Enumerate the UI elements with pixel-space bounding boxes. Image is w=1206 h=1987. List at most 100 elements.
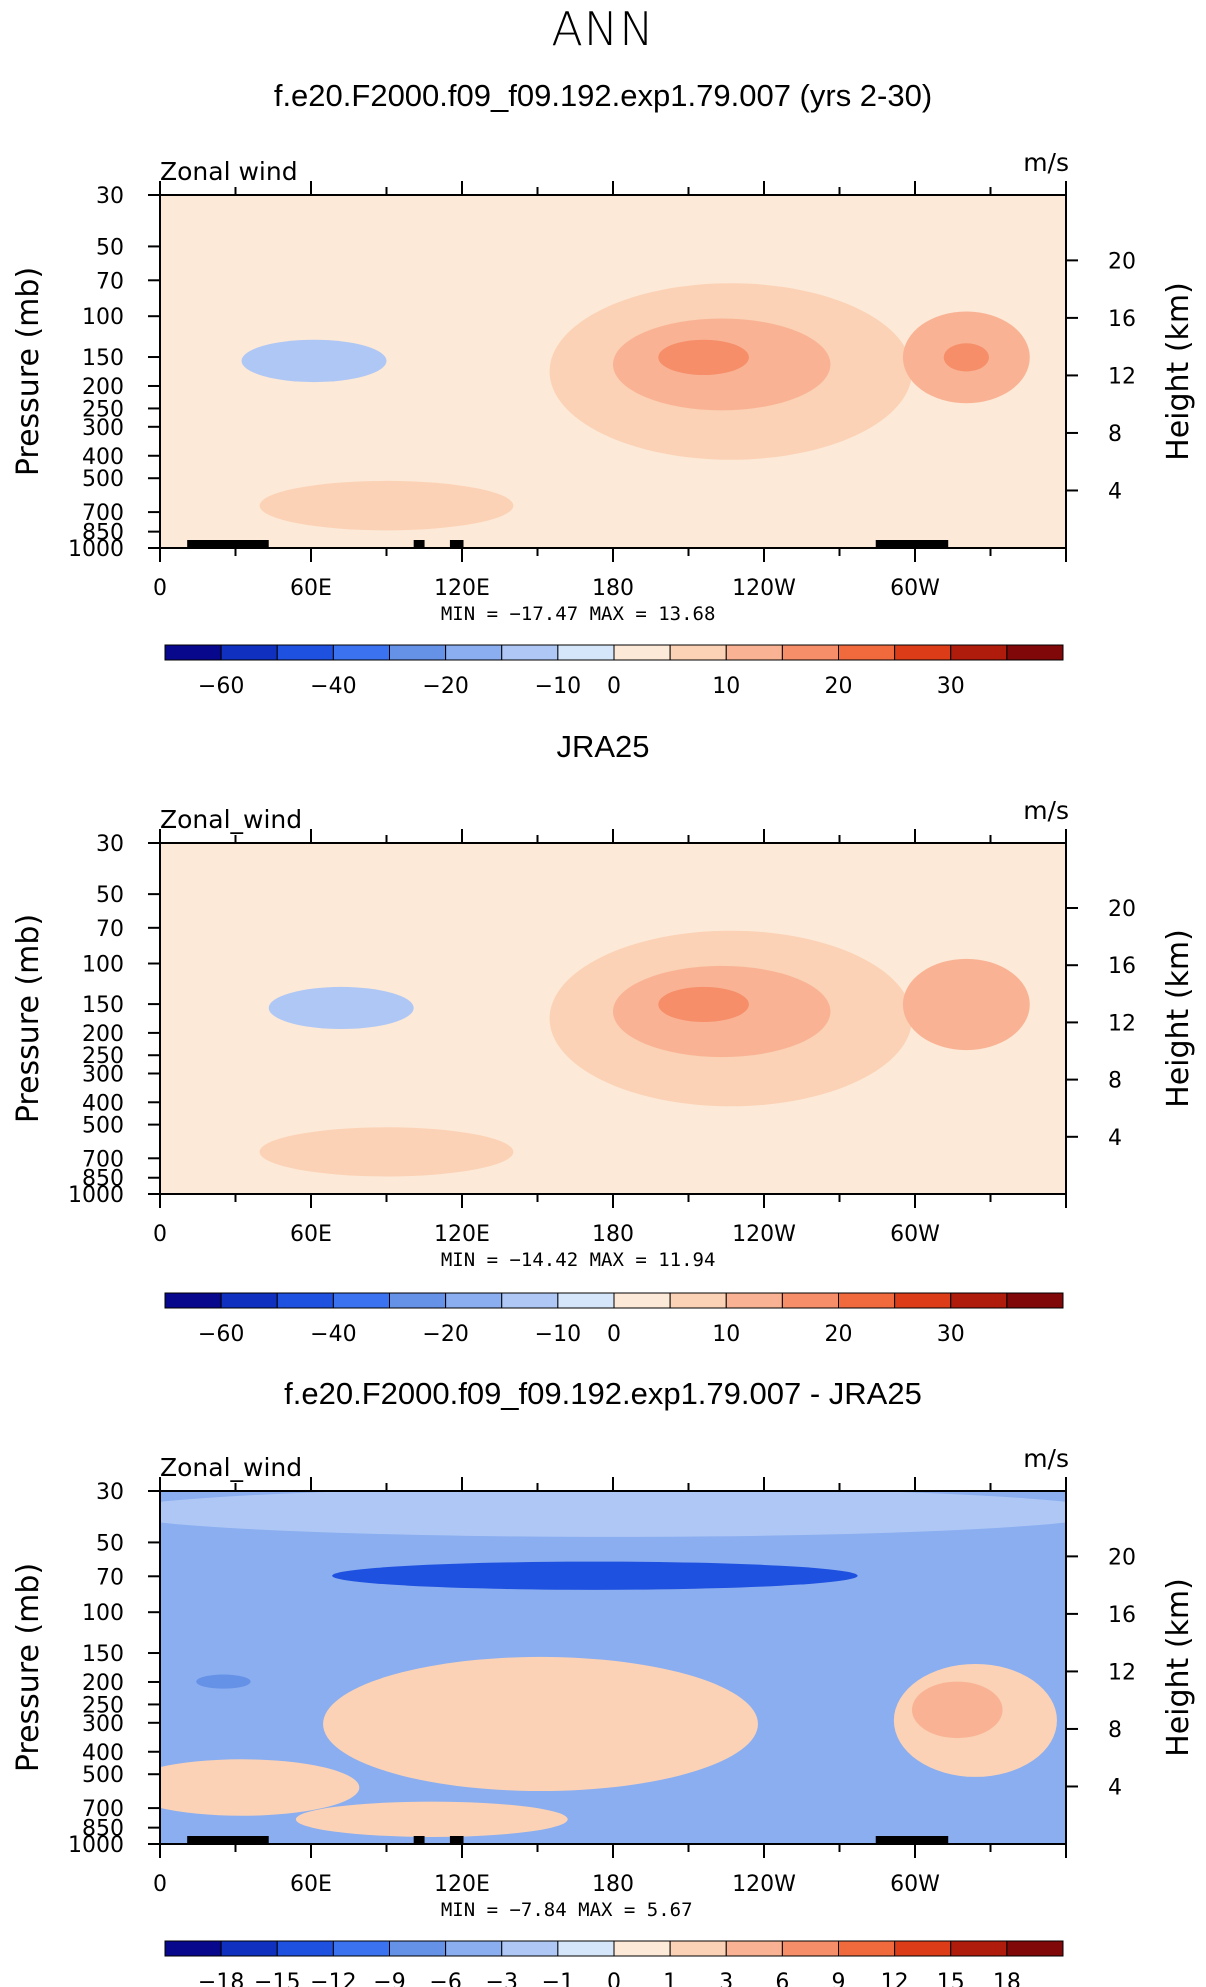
height-tick-label: 8 (1108, 1069, 1122, 1094)
y-tick-label: 100 (82, 305, 124, 330)
y-tick-label: 850 (82, 1817, 124, 1842)
colorbar-box (781, 644, 839, 661)
panel-model: 0 60E 120E 180 120W 60W3050701001502002503004… (11, 148, 1196, 699)
colorbar-label: 10 (712, 674, 740, 699)
y-tick-label: 70 (96, 269, 124, 294)
colorbar-label: −3 (486, 1970, 518, 1987)
panel-obs: 0 60E 120E 180 120W 60W3050701001502002503004… (11, 796, 1196, 1347)
height-tick-label: 4 (1108, 1775, 1122, 1800)
right-axis-title: Height (km) (1161, 929, 1196, 1108)
x-tick-label: 120W (732, 576, 796, 601)
panel-difference: 0 60E 120E 180 120W 60W3050701001502002503004… (11, 1444, 1196, 1987)
height-tick-label: 16 (1108, 1603, 1136, 1628)
y-tick-label: 150 (82, 1642, 124, 1667)
x-tick-label: 60W (890, 576, 940, 601)
x-tick-label: 180 (592, 576, 634, 601)
height-tick-label: 20 (1108, 249, 1136, 274)
contour-region (613, 1148, 1066, 1184)
colorbar-box (557, 1292, 615, 1309)
variable-label: Zonal wind (160, 157, 298, 186)
y-tick-label: 250 (82, 397, 124, 422)
colorbar-label: 0 (607, 1970, 621, 1987)
x-tick-label: 0 (153, 1872, 167, 1897)
y-axis-title: Pressure (mb) (11, 914, 46, 1123)
colorbar-box (838, 1940, 896, 1957)
colorbar-label: 0 (607, 674, 621, 699)
colorbar-box (613, 644, 671, 661)
colorbar-box (164, 644, 222, 661)
y-tick-label: 250 (82, 1044, 124, 1069)
contour-field (160, 195, 1066, 548)
colorbar-label: 18 (993, 1970, 1021, 1987)
colorbar-label: −9 (373, 1970, 405, 1987)
units-label: m/s (1023, 796, 1069, 825)
y-tick-label: 300 (82, 1062, 124, 1087)
panel-title-model: f.e20.F2000.f09_f09.192.exp1.79.007 (yrs… (273, 78, 933, 113)
colorbar-box (276, 1292, 334, 1309)
colorbar-box (838, 644, 896, 661)
colorbar-box (781, 1940, 839, 1957)
y-tick-label: 250 (82, 1693, 124, 1718)
colorbar-box (445, 1292, 503, 1309)
colorbar-box (725, 1292, 783, 1309)
colorbar-label: −20 (422, 1322, 468, 1347)
colorbar-label: 20 (825, 1322, 853, 1347)
units-label: m/s (1023, 148, 1069, 177)
contour-region (943, 990, 989, 1019)
colorbar-box (894, 1292, 952, 1309)
height-tick-label: 16 (1108, 307, 1136, 332)
y-tick-label: 700 (82, 1797, 124, 1822)
colorbar-label: −60 (198, 674, 244, 699)
topography-bar (241, 1836, 269, 1844)
x-tick-label: 120E (434, 1872, 490, 1897)
contour-region (196, 1674, 251, 1689)
colorbar-box (220, 1292, 278, 1309)
y-tick-label: 150 (82, 993, 124, 1018)
colorbar-box (557, 1940, 615, 1957)
contour-region (160, 843, 1066, 872)
contour-region (404, 1663, 731, 1756)
colorbar-box (894, 644, 952, 661)
contour-region (259, 1127, 514, 1177)
colorbar-label: −60 (198, 1322, 244, 1347)
contour-region (160, 195, 1066, 224)
height-tick-label: 12 (1108, 1011, 1136, 1036)
colorbar-box (445, 644, 503, 661)
colorbar-box (445, 1940, 503, 1957)
y-tick-label: 700 (82, 1147, 124, 1172)
colorbar-box (1006, 1292, 1064, 1309)
colorbar-label: 30 (937, 674, 965, 699)
contour-region (241, 339, 387, 383)
contour-region (821, 1667, 894, 1739)
colorbar-label: 30 (937, 1322, 965, 1347)
figure-title: ANN (551, 2, 655, 56)
contour-region (268, 986, 414, 1030)
topography-bar (413, 1836, 425, 1844)
colorbar-box (669, 1292, 727, 1309)
right-axis-title: Height (km) (1161, 1578, 1196, 1757)
x-tick-label: 180 (592, 1872, 634, 1897)
right-axis-title: Height (km) (1161, 282, 1196, 461)
min-max-stats: MIN = −7.84 MAX = 5.67 (441, 1899, 693, 1921)
colorbar-label: 12 (881, 1970, 909, 1987)
colorbar-box (669, 644, 727, 661)
panel-title-obs: JRA25 (556, 729, 650, 764)
colorbar-label: −20 (422, 674, 468, 699)
y-tick-label: 70 (96, 917, 124, 942)
topography-bar (413, 540, 425, 548)
x-tick-label: 120E (434, 1222, 490, 1247)
units-label: m/s (1023, 1444, 1069, 1473)
colorbar-box (950, 1940, 1008, 1957)
contour-region (658, 986, 749, 1023)
y-tick-label: 300 (82, 1712, 124, 1737)
contour-region (943, 343, 989, 372)
colorbar-label: 20 (825, 674, 853, 699)
colorbar-box (332, 1292, 390, 1309)
x-tick-label: 0 (153, 576, 167, 601)
contour-field (160, 843, 1066, 1194)
x-tick-label: 60E (290, 1222, 332, 1247)
colorbar-box (164, 1292, 222, 1309)
y-tick-label: 200 (82, 1671, 124, 1696)
topography-bar (187, 1836, 260, 1844)
